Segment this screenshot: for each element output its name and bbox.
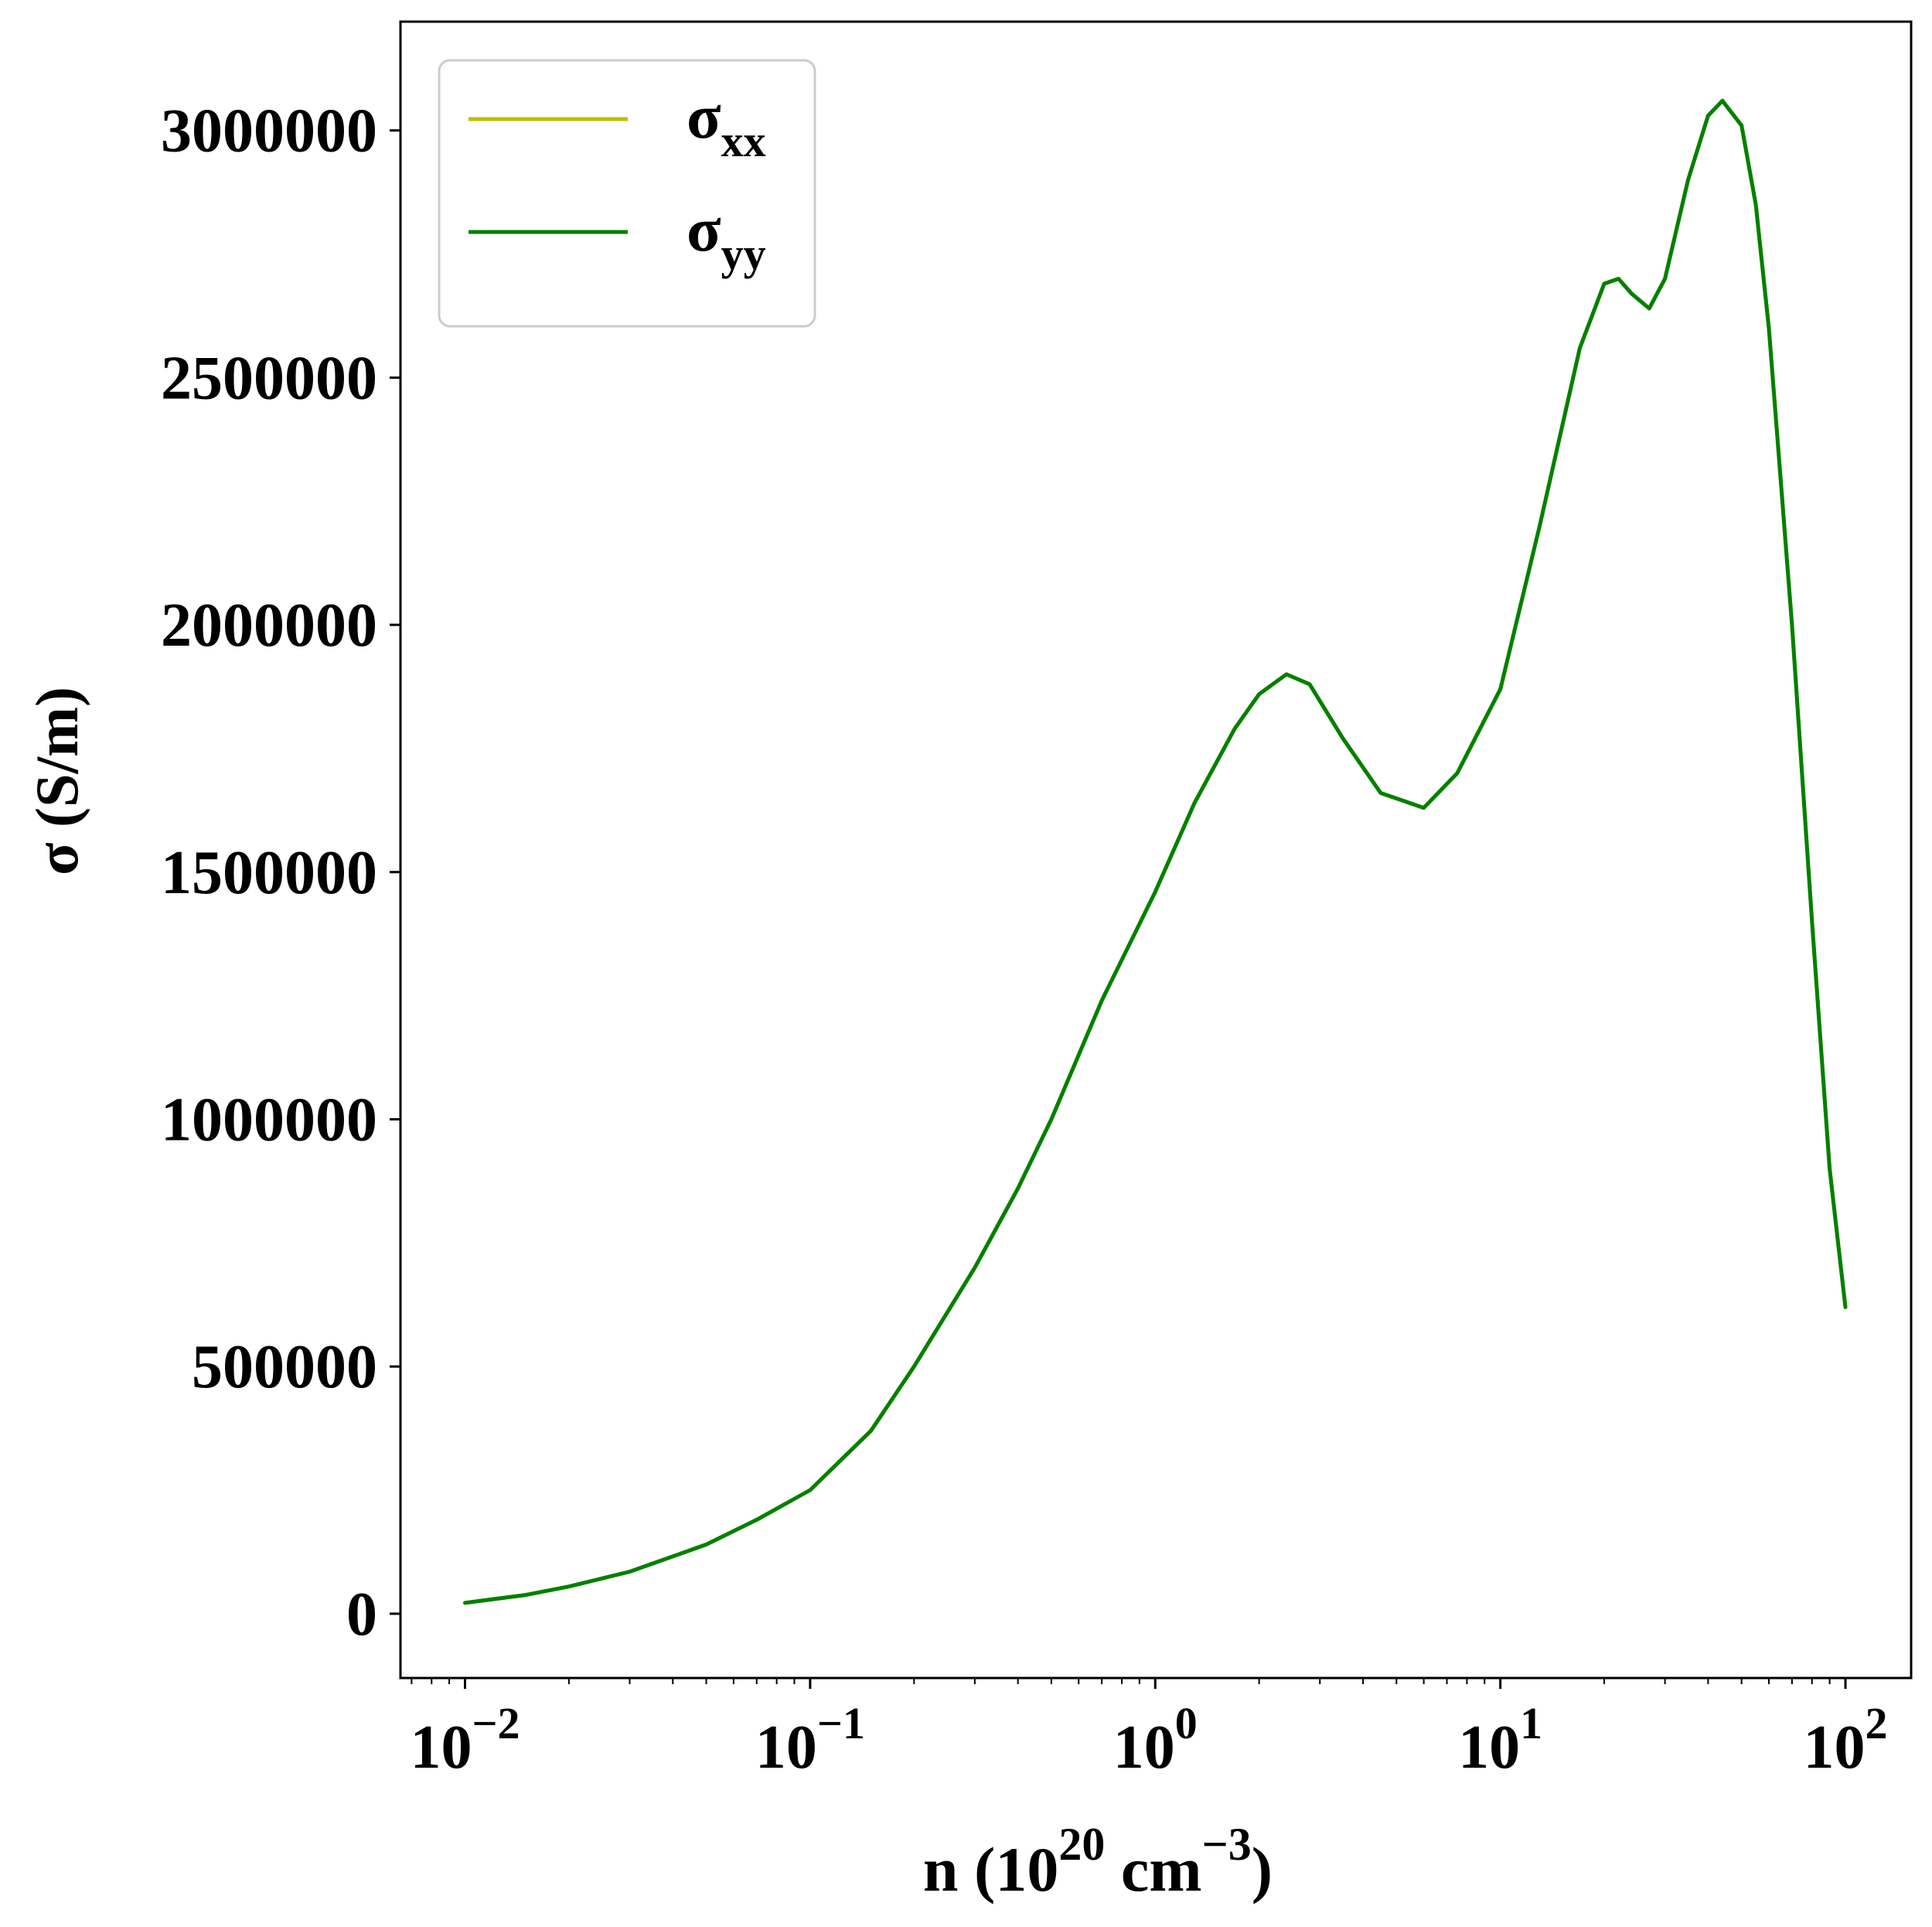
axes-frame <box>399 20 1913 1680</box>
x-tick-label-exponent: 2 <box>1866 1698 1888 1748</box>
x-tick-label-base: 10 <box>1113 1714 1175 1782</box>
x-tick-label-base: 10 <box>755 1714 817 1782</box>
legend-label-sigma-yy-main: σ <box>687 194 721 264</box>
x-tick-label-base: 10 <box>410 1714 472 1782</box>
legend-label-sigma-xx-sub: xx <box>721 116 766 166</box>
y-tick-label: 1500000 <box>161 839 377 907</box>
series-layer <box>463 98 1848 1605</box>
y-axis-title: σ (S/m) <box>23 687 90 875</box>
y-tick-label: 2500000 <box>161 344 377 412</box>
series-line-yy <box>463 98 1848 1605</box>
x-tick-label-base: 10 <box>1458 1714 1520 1782</box>
legend-label-sigma-xx-main: σ <box>687 81 721 152</box>
legend-box <box>438 59 816 328</box>
y-tick-label: 0 <box>346 1581 377 1649</box>
x-tick-label-exponent: 0 <box>1175 1698 1198 1748</box>
x-axis-title-sup1: 20 <box>1058 1819 1105 1870</box>
x-tick-label: 10−1 <box>755 1698 865 1782</box>
legend-label-sigma-yy: σyy <box>687 194 766 279</box>
x-tick-label: 102 <box>1804 1698 1888 1782</box>
x-axis-title-sup2: −3 <box>1202 1819 1252 1870</box>
legend-label-sigma-xx: σxx <box>687 81 766 166</box>
x-tick-label: 101 <box>1458 1698 1542 1782</box>
x-axis-title-prefix: n (10 <box>923 1834 1058 1905</box>
x-tick-label: 100 <box>1113 1698 1198 1782</box>
legend: σxx σyy <box>438 59 816 328</box>
x-tick-label-exponent: −1 <box>817 1698 865 1748</box>
x-axis-title-mid: cm <box>1105 1834 1201 1905</box>
y-tick-label: 3000000 <box>161 97 377 165</box>
y-tick-label: 2000000 <box>161 592 377 660</box>
ticks-layer: 0 500000 1000000 1500000 2000000 2500000 30000… <box>161 97 1888 1782</box>
x-tick-label-base: 10 <box>1804 1714 1866 1782</box>
y-tick-label: 1000000 <box>161 1086 377 1154</box>
x-axis-title: n (1020 cm−3) <box>923 1819 1273 1905</box>
x-tick-label: 10−2 <box>410 1698 520 1782</box>
x-axis-title-suffix: ) <box>1252 1834 1273 1905</box>
x-tick-label-exponent: 1 <box>1520 1698 1542 1748</box>
y-tick-label: 500000 <box>192 1333 377 1401</box>
legend-label-sigma-yy-sub: yy <box>721 229 766 279</box>
x-tick-label-exponent: −2 <box>472 1698 520 1748</box>
